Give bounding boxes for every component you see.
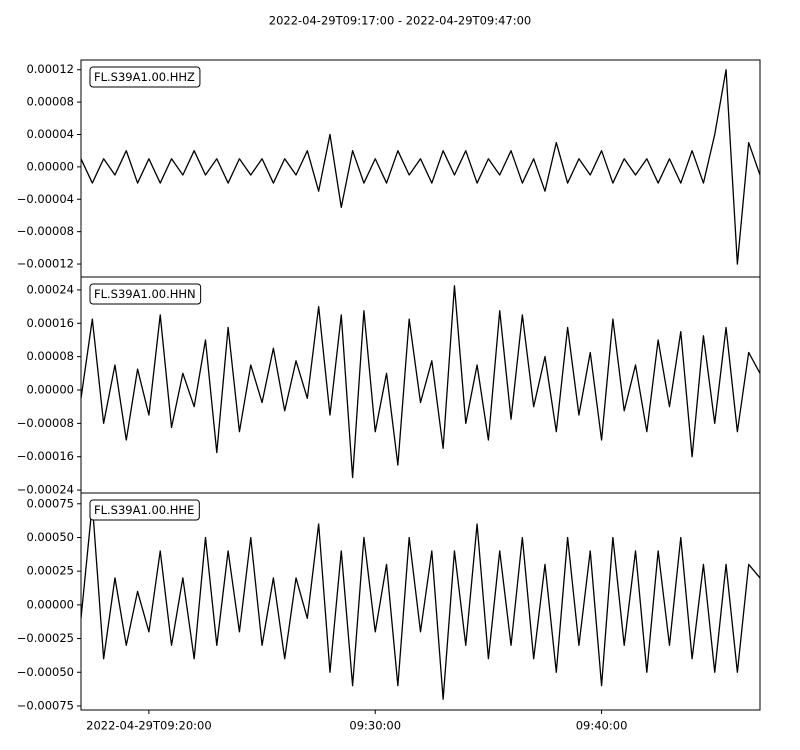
y-tick-label: −0.00075 — [17, 698, 74, 712]
y-tick-label: 0.00004 — [26, 127, 74, 141]
waveform — [81, 285, 760, 479]
y-tick-label: 0.00008 — [26, 95, 74, 109]
legend-label: FL.S39A1.00.HHN — [94, 287, 196, 301]
y-tick-label: 0.00012 — [26, 62, 74, 76]
x-tick-label: 09:40:00 — [576, 719, 628, 733]
x-tick-label: 2022-04-29T09:20:00 — [86, 719, 212, 733]
y-tick-label: −0.00004 — [17, 192, 74, 206]
figure-title: 2022-04-29T09:17:00 - 2022-04-29T09:47:0… — [269, 14, 531, 28]
waveform — [81, 69, 760, 265]
y-tick-label: 0.00000 — [26, 383, 74, 397]
y-tick-label: 0.00008 — [26, 349, 74, 363]
panel-frame — [80, 276, 761, 494]
panel-frame — [80, 59, 761, 278]
legend-box — [89, 283, 202, 305]
legend-label: FL.S39A1.00.HHZ — [94, 70, 195, 84]
y-tick-label: 0.00000 — [26, 597, 74, 611]
y-tick-label: 0.00050 — [26, 530, 74, 544]
legend-box — [89, 499, 200, 521]
y-tick-label: 0.00025 — [26, 564, 74, 578]
y-tick-label: 0.00075 — [26, 496, 74, 510]
legend-box — [89, 66, 201, 88]
y-tick-label: −0.00008 — [17, 416, 74, 430]
panel-frame — [80, 492, 761, 711]
y-tick-label: −0.00050 — [17, 665, 74, 679]
y-tick-label: 0.00000 — [26, 159, 74, 173]
waveform — [81, 503, 760, 700]
legend-label: FL.S39A1.00.HHE — [94, 503, 194, 517]
y-tick-label: −0.00024 — [17, 483, 74, 497]
y-tick-label: −0.00012 — [17, 257, 74, 271]
y-tick-label: −0.00025 — [17, 631, 74, 645]
y-tick-label: −0.00008 — [17, 224, 74, 238]
y-tick-label: −0.00016 — [17, 449, 74, 463]
x-tick-label: 09:30:00 — [349, 719, 401, 733]
y-tick-label: 0.00024 — [26, 282, 74, 296]
y-tick-label: 0.00016 — [26, 316, 74, 330]
